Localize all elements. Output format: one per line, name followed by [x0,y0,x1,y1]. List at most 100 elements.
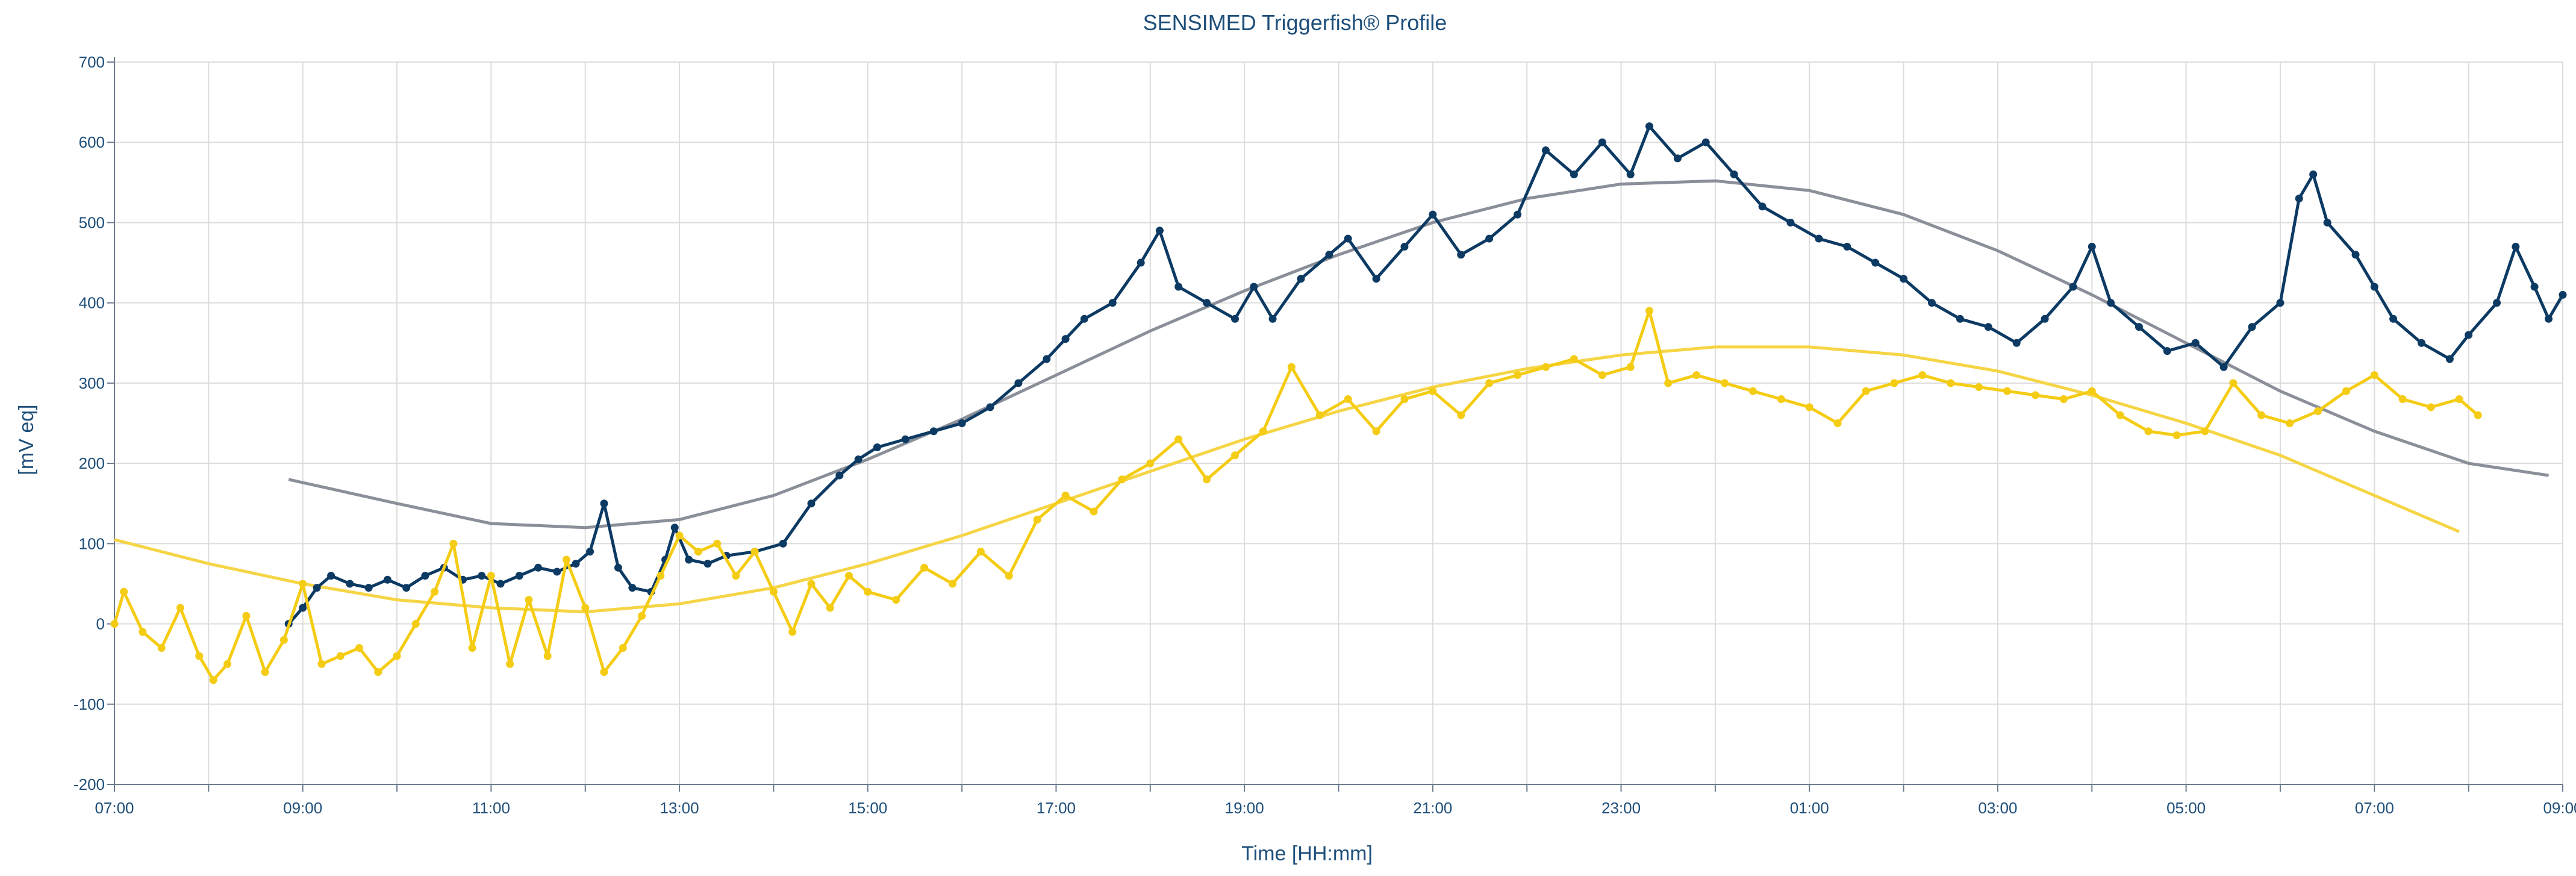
data-point-recording-2 [948,580,956,588]
x-tick-label: 05:00 [2166,799,2206,817]
data-point-recording-2 [1429,387,1437,395]
data-point-recording-1 [2351,251,2360,259]
series-line-cosinor-fit-1 [288,179,2549,530]
data-point-recording-1 [1900,275,1908,283]
data-point-recording-1 [1137,258,1145,267]
data-point-recording-2 [449,539,458,548]
data-point-recording-2 [1174,435,1183,443]
data-point-recording-2 [2031,391,2039,399]
data-point-recording-1 [1758,202,1767,211]
data-point-recording-2 [223,660,232,668]
data-point-recording-2 [600,668,608,676]
data-point-recording-2 [1146,459,1155,468]
x-tick-label: 19:00 [1225,799,1264,817]
data-point-recording-1 [600,499,608,508]
data-point-recording-1 [929,427,938,436]
data-point-recording-2 [261,668,269,676]
data-point-recording-2 [1664,379,1673,387]
data-point-recording-2 [157,644,166,652]
series-line-cosinor-fit-2 [114,345,2460,614]
data-point-recording-2 [1626,363,1635,371]
data-point-recording-2 [2474,411,2482,419]
data-point-recording-1 [1598,138,1606,146]
data-point-recording-1 [1871,258,1880,267]
y-tick-label: 400 [79,294,105,312]
data-point-recording-2 [1890,379,1898,387]
data-point-recording-1 [1372,275,1380,283]
data-point-recording-2 [176,604,184,612]
data-point-recording-1 [1570,171,1578,179]
y-tick-labels: -200 -100 0 100 200 300 400 500 600 700 [73,53,105,793]
series-line-recording-2 [113,309,2479,682]
data-point-recording-2 [1598,371,1606,380]
data-point-recording-1 [1325,251,1333,259]
y-tick-label: 300 [79,374,105,392]
data-point-recording-2 [1259,427,1267,436]
data-point-recording-2 [2455,395,2463,404]
data-point-recording-1 [402,584,411,592]
data-point-recording-1 [1080,314,1088,323]
y-tick-label: 700 [79,53,105,71]
data-point-recording-1 [2135,323,2143,331]
data-point-recording-2 [120,587,128,596]
data-point-recording-2 [1485,379,1494,387]
data-point-recording-1 [1061,335,1070,343]
data-point-recording-2 [2201,427,2209,436]
data-point-recording-1 [2512,242,2520,251]
data-point-recording-2 [1975,383,1983,392]
data-point-recording-2 [1400,395,1409,404]
y-tick-label: 200 [79,454,105,472]
data-point-recording-2 [769,587,778,596]
data-point-recording-1 [1457,251,1465,259]
data-point-recording-2 [1344,395,1352,404]
data-point-recording-2 [506,660,514,668]
data-point-recording-1 [2465,331,2473,339]
x-tick-label: 03:00 [1978,799,2017,817]
data-point-recording-1 [685,555,693,564]
data-point-recording-1 [628,584,637,592]
data-point-recording-2 [2398,395,2407,404]
data-point-recording-2 [920,563,929,572]
data-point-recording-1 [299,604,307,612]
data-point-recording-1 [2389,314,2398,323]
data-point-recording-2 [2116,411,2124,419]
data-point-recording-1 [2559,290,2567,299]
y-tick-label: 500 [79,213,105,231]
data-point-recording-1 [1250,283,1258,291]
data-point-recording-1 [2370,283,2378,291]
data-point-recording-1 [807,499,816,508]
data-point-recording-1 [346,580,354,588]
data-point-recording-2 [1918,371,1927,380]
data-point-recording-2 [619,644,627,652]
data-point-recording-2 [1777,395,1785,404]
data-point-recording-2 [2172,431,2181,439]
data-point-recording-2 [1721,379,1729,387]
x-tick-label: 07:00 [2355,799,2394,817]
x-tick-label: 15:00 [848,799,887,817]
data-point-recording-2 [1231,451,1240,460]
data-point-recording-1 [1701,138,1710,146]
data-point-recording-2 [1947,379,1955,387]
data-point-recording-1 [515,572,523,580]
data-point-recording-2 [1033,515,1041,524]
data-point-recording-1 [1786,218,1795,227]
x-tick-label: 21:00 [1413,799,1452,817]
data-point-recording-1 [1268,314,1277,323]
data-point-recording-2 [468,644,476,652]
data-point-recording-2 [1372,427,1380,436]
data-point-recording-2 [732,572,740,580]
data-point-recording-1 [1514,210,1522,219]
data-point-recording-1 [835,471,844,480]
data-point-recording-1 [1485,234,1494,243]
data-point-recording-1 [1673,154,1682,163]
data-point-recording-1 [478,572,486,580]
data-point-recording-1 [614,563,622,572]
data-point-recording-1 [2069,283,2077,291]
data-point-recording-1 [313,584,321,592]
data-point-recording-2 [139,628,147,636]
data-point-recording-1 [703,560,712,568]
data-point-recording-1 [1429,210,1437,219]
data-point-recording-2 [1005,572,1013,580]
data-point-recording-1 [1730,171,1738,179]
